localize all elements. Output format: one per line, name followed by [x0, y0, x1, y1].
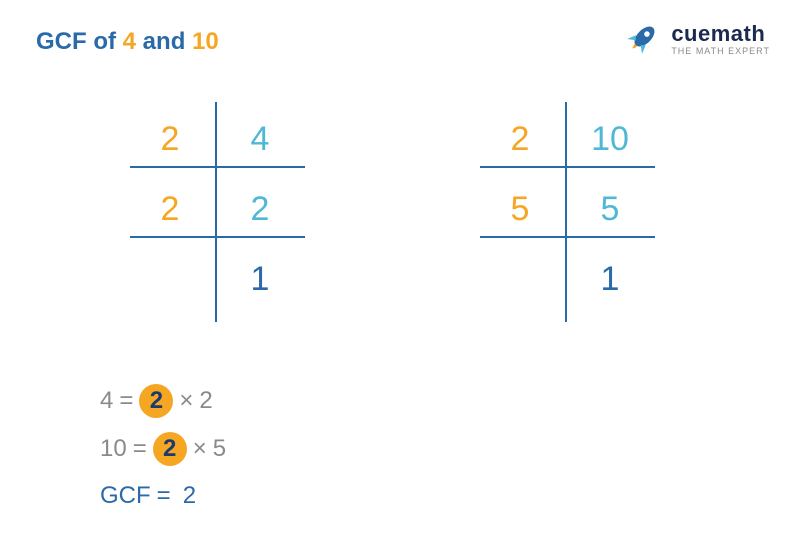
circled-factor: 2: [150, 378, 163, 424]
table-hline: [480, 236, 655, 238]
title-pre: GCF of: [36, 28, 123, 55]
eq-equals: =: [157, 473, 171, 519]
title-mid: and: [136, 28, 192, 55]
value-cell: 2: [230, 190, 290, 229]
factor-cell: 5: [490, 190, 550, 229]
eq-lhs: 10: [100, 426, 127, 472]
table-hline: [480, 166, 655, 168]
factor-cell: 2: [140, 190, 200, 229]
eq-rhs: 2: [199, 378, 212, 424]
table-vline: [565, 102, 567, 322]
title-a: 4: [123, 28, 136, 55]
value-cell: 5: [580, 190, 640, 229]
highlight-circle: 2: [153, 432, 187, 466]
brand-logo: cuemath THE MATH EXPERT: [621, 18, 770, 60]
table-hline: [130, 166, 305, 168]
highlight-circle: 2: [139, 384, 173, 418]
eq-op: ×: [179, 378, 193, 424]
eq-op: ×: [193, 426, 207, 472]
brand-name: cuemath: [671, 23, 770, 45]
result-value: 2: [183, 473, 196, 519]
brand-tagline: THE MATH EXPERT: [671, 47, 770, 56]
circled-factor: 2: [163, 426, 176, 472]
result-label: GCF: [100, 473, 151, 519]
equations-block: 4 = 2 × 2 10 = 2 × 5 GCF = 2: [100, 378, 226, 521]
eq-equals: =: [119, 378, 133, 424]
eq-lhs: 4: [100, 378, 113, 424]
value-cell: 1: [580, 260, 640, 299]
value-cell: 4: [230, 120, 290, 159]
title-b: 10: [192, 28, 219, 55]
result-line: GCF = 2: [100, 473, 226, 519]
page-title: GCF of 4 and 10: [36, 28, 219, 56]
table-vline: [215, 102, 217, 322]
eq-equals: =: [133, 426, 147, 472]
rocket-icon: [621, 18, 663, 60]
eq-rhs: 5: [213, 426, 226, 472]
equation-line: 4 = 2 × 2: [100, 378, 226, 424]
value-cell: 10: [580, 120, 640, 159]
factor-cell: 2: [140, 120, 200, 159]
value-cell: 1: [230, 260, 290, 299]
equation-line: 10 = 2 × 5: [100, 426, 226, 472]
table-hline: [130, 236, 305, 238]
factor-cell: 2: [490, 120, 550, 159]
